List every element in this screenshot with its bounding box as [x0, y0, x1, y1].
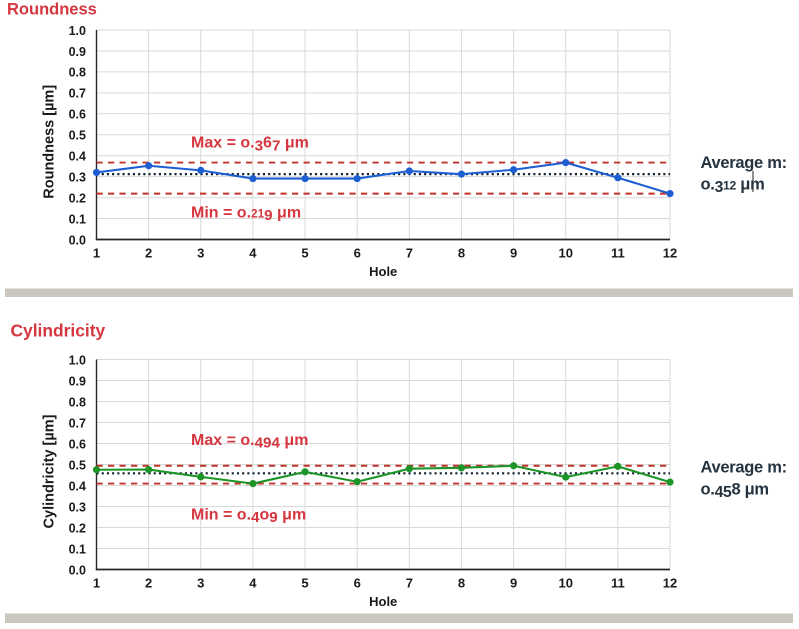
svg-text:Cylindricity: Cylindricity	[11, 321, 106, 341]
svg-text:8: 8	[458, 245, 465, 260]
svg-text:0.5: 0.5	[69, 129, 86, 143]
svg-text:0.9: 0.9	[69, 45, 86, 59]
svg-text:6: 6	[354, 245, 361, 260]
svg-text:4: 4	[249, 245, 257, 260]
svg-text:2: 2	[145, 575, 152, 590]
svg-text:Min = o.4o9 μm: Min = o.4o9 μm	[191, 507, 306, 527]
svg-text:0.2: 0.2	[69, 521, 86, 535]
svg-text:0.7: 0.7	[69, 416, 86, 430]
svg-text:0.6: 0.6	[69, 108, 86, 122]
svg-text:Max = o.494 μm: Max = o.494 μm	[191, 432, 308, 452]
svg-text:o.458 μm: o.458 μm	[701, 480, 769, 501]
svg-text:11: 11	[611, 575, 625, 590]
svg-text:Min = o.219 μm: Min = o.219 μm	[191, 205, 301, 225]
svg-text:12: 12	[663, 245, 677, 260]
svg-text:0.6: 0.6	[69, 437, 86, 451]
svg-text:0.2: 0.2	[69, 191, 86, 205]
svg-text:11: 11	[611, 245, 625, 260]
svg-text:2: 2	[145, 245, 152, 260]
svg-text:10: 10	[558, 575, 572, 590]
svg-text:0.3: 0.3	[69, 170, 86, 184]
svg-text:0.9: 0.9	[69, 374, 86, 388]
svg-text:3: 3	[197, 245, 204, 260]
svg-text:0.1: 0.1	[69, 542, 86, 556]
svg-text:5: 5	[301, 575, 308, 590]
svg-text:9: 9	[510, 245, 517, 260]
svg-text:1: 1	[93, 245, 100, 260]
svg-text:Cylindricity [µm]: Cylindricity [µm]	[42, 414, 58, 528]
svg-text:9: 9	[510, 575, 517, 590]
svg-text:8: 8	[458, 575, 465, 590]
svg-text:0.8: 0.8	[69, 66, 86, 80]
svg-text:Max = o.367 μm: Max = o.367 μm	[191, 135, 309, 155]
svg-text:1: 1	[93, 575, 100, 590]
svg-text:7: 7	[406, 575, 413, 590]
svg-text:o.312 μm: o.312 μm	[701, 175, 765, 196]
svg-text:0.4: 0.4	[69, 150, 86, 164]
svg-text:7: 7	[406, 245, 413, 260]
svg-text:1.0: 1.0	[69, 24, 86, 38]
svg-text:Roundness [µm]: Roundness [µm]	[42, 85, 58, 199]
svg-text:1.0: 1.0	[69, 353, 86, 367]
svg-text:5: 5	[301, 245, 308, 260]
svg-text:Average m:: Average m:	[701, 458, 787, 476]
svg-text:0.8: 0.8	[69, 395, 86, 409]
svg-text:0.1: 0.1	[69, 212, 86, 226]
svg-text:Roundness: Roundness	[7, 1, 97, 19]
svg-text:Hole: Hole	[369, 264, 397, 279]
svg-text:10: 10	[558, 245, 572, 260]
svg-text:0.4: 0.4	[69, 479, 86, 493]
svg-text:4: 4	[249, 575, 257, 590]
svg-text:0.0: 0.0	[69, 563, 86, 577]
svg-text:12: 12	[663, 575, 677, 590]
svg-text:Average m:: Average m:	[701, 154, 787, 172]
svg-text:0.0: 0.0	[69, 233, 86, 247]
svg-text:6: 6	[354, 575, 361, 590]
svg-text:Hole: Hole	[369, 594, 397, 609]
svg-text:0.7: 0.7	[69, 87, 86, 101]
svg-text:0.3: 0.3	[69, 500, 86, 514]
svg-text:0.5: 0.5	[69, 458, 86, 472]
svg-text:3: 3	[197, 575, 204, 590]
